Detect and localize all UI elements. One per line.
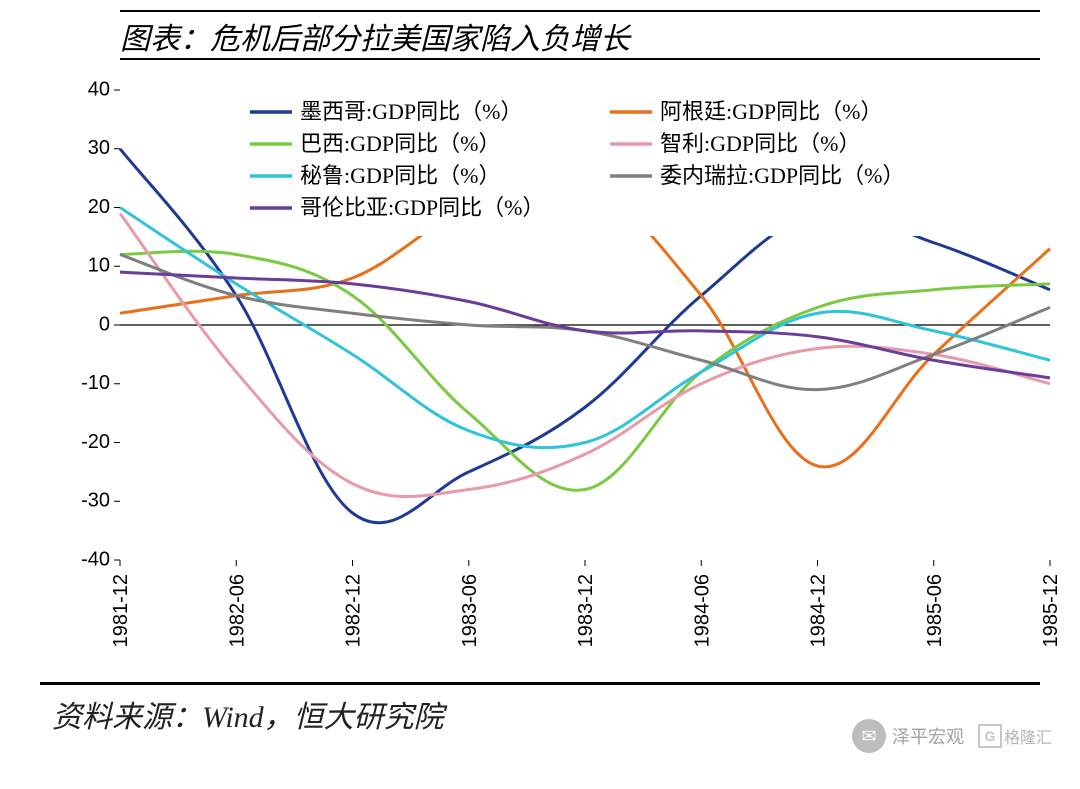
x-tick-label: 1985-12 — [1040, 574, 1060, 647]
x-tick-label: 1985-06 — [924, 574, 946, 647]
watermark-text: 泽平宏观 — [892, 723, 964, 749]
series-peru — [120, 208, 1050, 448]
legend-label-colombia: 哥伦比亚:GDP同比（%） — [300, 195, 544, 220]
legend-label-mexico: 墨西哥:GDP同比（%） — [300, 99, 522, 124]
x-tick-label: 1982-12 — [343, 574, 365, 647]
x-tick-label: 1984-12 — [808, 574, 830, 647]
chart-svg: -40 -30 -20 -10 0 10 20 30 40 1981-12 1982-06 1982-… — [60, 80, 1060, 660]
badge-icon: G — [978, 724, 1002, 748]
svg-text:-10: -10 — [81, 372, 110, 394]
svg-text:-40: -40 — [81, 548, 110, 570]
title-row: 图表：危机后部分拉美国家陷入负增长 — [20, 10, 1060, 60]
x-tick-label: 1982-06 — [226, 574, 248, 647]
title-rule-bottom — [120, 58, 1040, 60]
chart-title: 图表：危机后部分拉美国家陷入负增长 — [120, 14, 630, 58]
watermark-badge: G 格隆汇 — [978, 724, 1052, 748]
series-venezuela — [120, 255, 1050, 390]
svg-text:-20: -20 — [81, 431, 110, 453]
legend-label-peru: 秘鲁:GDP同比（%） — [300, 163, 500, 188]
x-tick-label: 1983-06 — [459, 574, 481, 647]
badge-text: 格隆汇 — [1004, 724, 1052, 748]
wechat-icon: ✉ — [852, 719, 886, 753]
svg-text:30: 30 — [88, 137, 110, 159]
legend-label-brazil: 巴西:GDP同比（%） — [300, 131, 500, 156]
chart-area: -40 -30 -20 -10 0 10 20 30 40 1981-12 1982-06 1982-… — [60, 80, 1060, 660]
svg-text:20: 20 — [88, 196, 110, 218]
svg-text:-30: -30 — [81, 490, 110, 512]
x-tick-label: 1983-12 — [575, 574, 597, 647]
watermark: ✉ 泽平宏观 G 格隆汇 — [852, 719, 1052, 753]
svg-text:0: 0 — [99, 313, 110, 335]
svg-text:10: 10 — [88, 255, 110, 277]
source-text: 资料来源：Wind，恒大研究院 — [52, 692, 444, 736]
footer-rule — [40, 682, 1040, 685]
title-rule-top — [120, 10, 1040, 12]
x-tick-label: 1981-12 — [110, 574, 132, 647]
legend-label-chile: 智利:GDP同比（%） — [660, 131, 860, 156]
legend-label-venezuela: 委内瑞拉:GDP同比（%） — [660, 163, 904, 188]
chart-container: 图表：危机后部分拉美国家陷入负增长 -40 -30 -20 -10 0 10 20 30 40 1… — [0, 10, 1080, 789]
svg-text:40: 40 — [88, 80, 110, 100]
legend-label-argentina: 阿根廷:GDP同比（%） — [660, 99, 882, 124]
x-tick-label: 1984-06 — [691, 574, 713, 647]
